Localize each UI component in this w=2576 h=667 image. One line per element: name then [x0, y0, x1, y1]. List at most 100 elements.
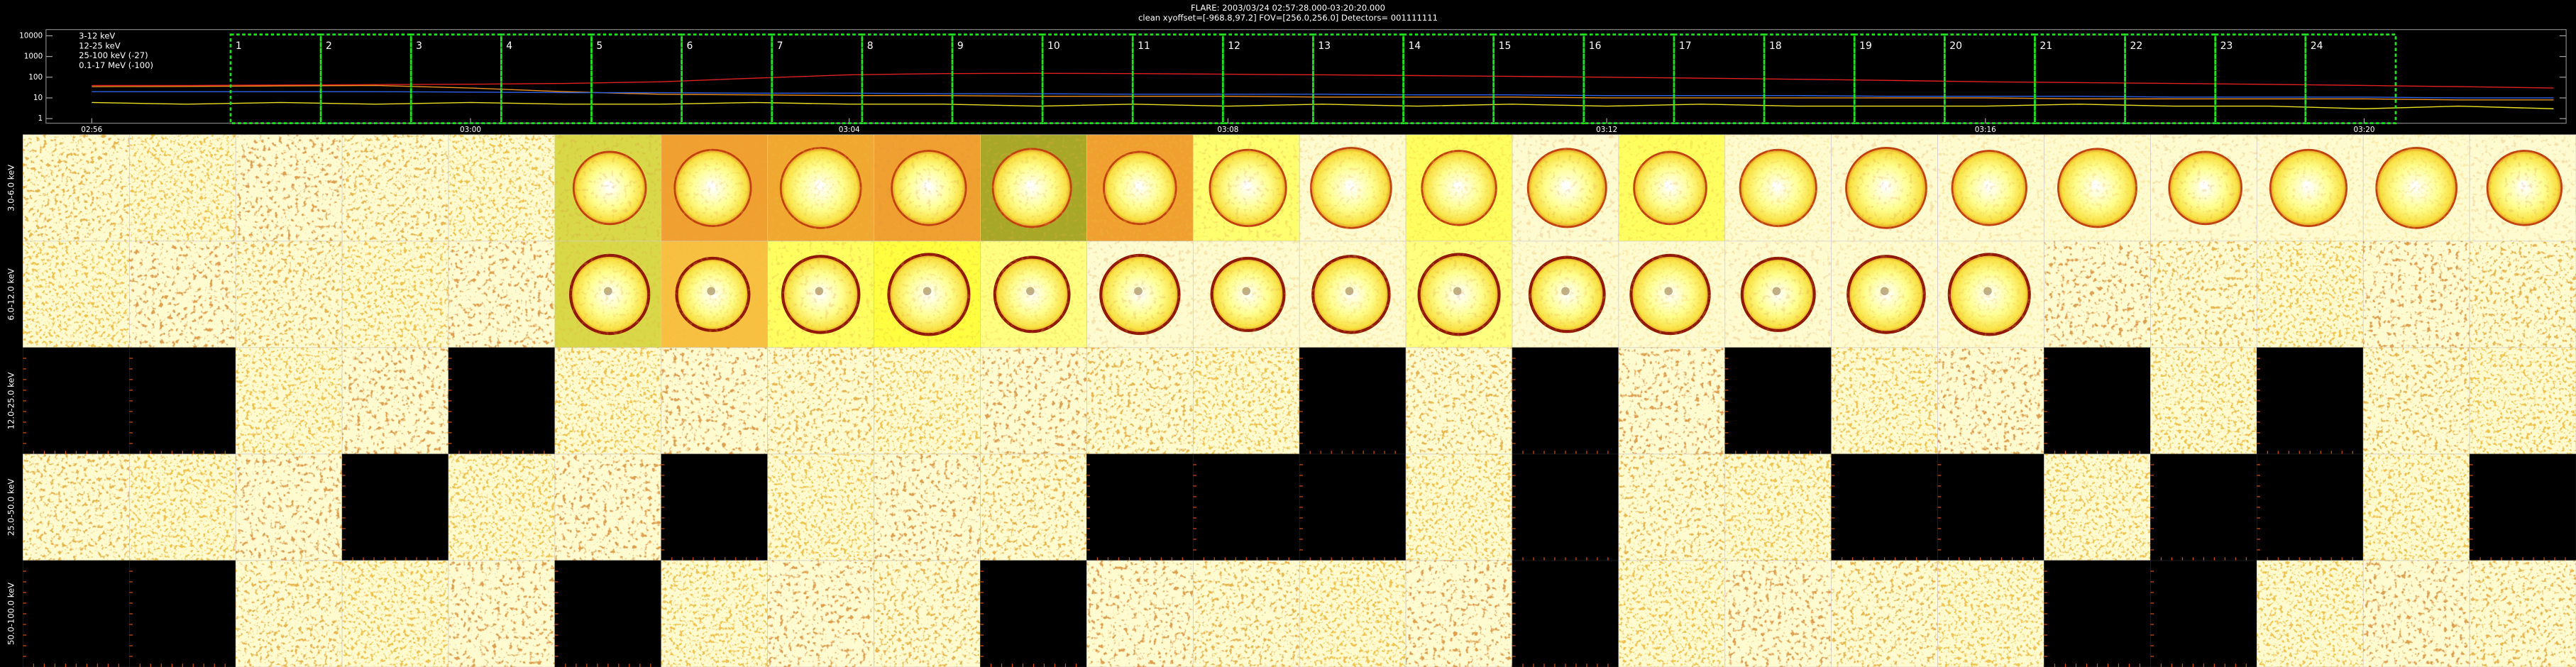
interval-label: 13: [1318, 40, 1331, 52]
interval-label: 15: [1499, 40, 1512, 52]
image-empty: [341, 453, 449, 561]
image-empty: [2150, 453, 2257, 561]
image-empty: [554, 560, 662, 667]
image-empty: [1086, 453, 1194, 561]
image-noise: [1937, 347, 2044, 454]
image-empty: [2044, 347, 2151, 455]
x-tick-label: 03:12: [1596, 126, 1617, 134]
interval-label: 5: [596, 40, 602, 52]
interval-label: 17: [1679, 40, 1692, 52]
image-empty: [23, 560, 130, 667]
interval-label: 23: [2220, 40, 2233, 52]
image-noise: [129, 241, 236, 348]
interval-label: 16: [1589, 40, 1602, 52]
image-empty: [128, 560, 236, 667]
image-noise: [980, 453, 1087, 561]
image-noise: [1724, 453, 1832, 561]
image-empty: [1299, 453, 1407, 561]
legend-label: 12-25 keV: [79, 40, 121, 50]
interval-label: 21: [2040, 40, 2052, 52]
interval-label: 11: [1138, 40, 1150, 52]
image-noise: [1618, 134, 1725, 241]
image-noise: [2257, 560, 2364, 667]
image-noise: [1193, 134, 1300, 241]
legend-label: 25-100 keV (-27): [79, 50, 148, 60]
image-noise: [1618, 241, 1725, 348]
interval-label: 6: [687, 40, 693, 52]
image-noise: [2470, 560, 2576, 667]
image-noise: [661, 241, 768, 348]
image-noise: [448, 134, 555, 241]
x-tick-label: 03:16: [1975, 126, 1996, 134]
image-noise: [980, 134, 1087, 241]
row-label: 12.0-25.0 keV: [6, 373, 16, 430]
image-noise: [2470, 241, 2576, 348]
x-tick-label: 03:00: [460, 126, 481, 134]
interval-label: 18: [1769, 40, 1782, 52]
image-noise: [1193, 560, 1300, 667]
image-noise: [1512, 134, 1619, 241]
image-noise: [661, 134, 768, 241]
image-noise: [342, 241, 449, 348]
image-noise: [767, 134, 874, 241]
image-noise: [2044, 134, 2151, 241]
image-empty: [1512, 347, 1619, 455]
image-noise: [448, 241, 555, 348]
image-empty: [1512, 453, 1619, 561]
interval-label: 4: [506, 40, 512, 52]
interval-label: 8: [867, 40, 874, 52]
image-noise: [23, 241, 130, 348]
image-noise: [554, 241, 661, 348]
image-empty: [2469, 453, 2576, 561]
image-noise: [23, 453, 130, 561]
image-noise: [1724, 560, 1832, 667]
image-noise: [1406, 347, 1513, 454]
image-noise: [554, 134, 661, 241]
image-noise: [1724, 134, 1832, 241]
image-noise: [767, 453, 874, 561]
interval-label: 20: [1949, 40, 1962, 52]
x-tick-label: 03:08: [1217, 126, 1238, 134]
image-noise: [2470, 134, 2576, 241]
image-noise: [2257, 134, 2364, 241]
image-noise: [874, 134, 981, 241]
image-noise: [1512, 241, 1619, 348]
image-noise: [874, 453, 981, 561]
image-noise: [1299, 241, 1407, 348]
interval-label: 9: [957, 40, 964, 52]
image-noise: [874, 560, 981, 667]
image-noise: [342, 560, 449, 667]
image-noise: [2363, 453, 2470, 561]
image-noise: [2257, 241, 2364, 348]
interval-label: 22: [2130, 40, 2143, 52]
image-noise: [980, 347, 1087, 454]
image-noise: [1406, 241, 1513, 348]
image-noise: [767, 560, 874, 667]
y-tick-label: 10000: [19, 31, 43, 40]
x-tick-label: 03:20: [2353, 126, 2374, 134]
interval-label: 7: [777, 40, 783, 52]
image-noise: [767, 241, 874, 348]
image-noise: [1193, 241, 1300, 348]
image-noise: [1406, 453, 1513, 561]
image-empty: [1512, 560, 1619, 667]
interval-label: 19: [1859, 40, 1872, 52]
image-empty: [23, 347, 130, 455]
image-noise: [874, 241, 981, 348]
legend-label: 0.1-17 MeV (-100): [79, 60, 153, 70]
y-tick-label: 10: [33, 94, 43, 102]
image-noise: [1831, 241, 1938, 348]
image-noise: [342, 134, 449, 241]
image-noise: [874, 347, 981, 454]
image-noise: [1831, 560, 1938, 667]
x-tick-label: 02:56: [81, 126, 102, 134]
interval-label: 14: [1409, 40, 1421, 52]
header-subtitle: clean xyoffset=[-968.8,97.2] FOV=[256.0,…: [1138, 13, 1438, 23]
interval-box: [2304, 33, 2397, 125]
image-noise: [2150, 241, 2257, 348]
image-noise: [2363, 560, 2470, 667]
image-noise: [1193, 347, 1300, 454]
image-noise: [1299, 134, 1407, 241]
